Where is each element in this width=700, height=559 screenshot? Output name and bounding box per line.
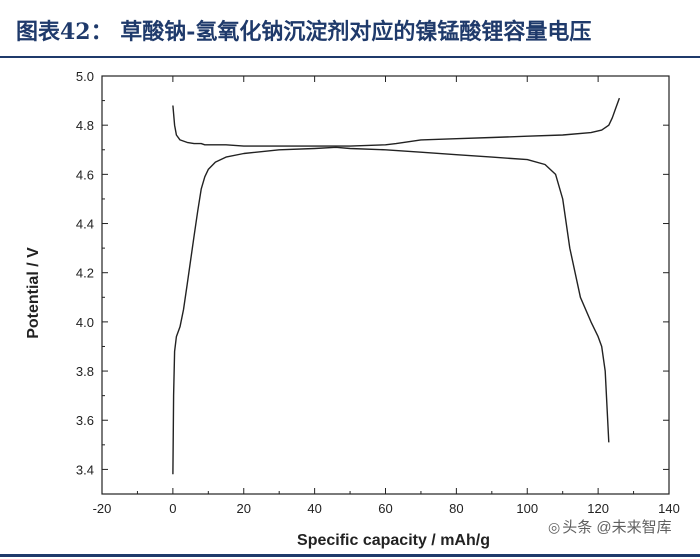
y-tick-label: 4.6: [76, 167, 94, 182]
discharge-curve: [172, 146, 610, 475]
x-tick-label: 140: [658, 501, 680, 516]
figure-title-bar: 图表42： 草酸钠-氢氧化钠沉淀剂对应的镍锰酸锂容量电压: [0, 0, 700, 58]
x-tick-label: 100: [516, 501, 538, 516]
y-tick-label: 3.4: [76, 462, 94, 477]
y-tick-label: 4.8: [76, 118, 94, 133]
watermark-icon: ◎: [548, 519, 561, 535]
y-tick-label: 3.6: [76, 413, 94, 428]
y-tick-label: 4.0: [76, 315, 94, 330]
x-tick-label: 120: [587, 501, 609, 516]
x-tick-label: 40: [307, 501, 321, 516]
y-tick-label: 4.2: [76, 266, 94, 281]
x-tick-label: 60: [378, 501, 392, 516]
y-tick-label: 4.4: [76, 217, 94, 232]
figure-title: 图表42： 草酸钠-氢氧化钠沉淀剂对应的镍锰酸锂容量电压: [16, 19, 592, 45]
bottom-rule: [0, 554, 700, 557]
x-tick-label: 0: [169, 501, 176, 516]
y-axis-label: Potential / V: [25, 247, 42, 339]
capacity-voltage-chart: -20 0 20 40 60 80 100 120 140 3.4 3.6 3.8 4.0 4.2 4.4 4…: [25, 69, 680, 549]
x-tick-label: -20: [93, 501, 112, 516]
y-tick-label: 5.0: [76, 69, 94, 84]
watermark: ◎ 头条 @未来智库: [548, 516, 672, 537]
x-tick-label: 80: [449, 501, 463, 516]
charge-curve: [172, 97, 621, 147]
x-tick-label: 20: [237, 501, 251, 516]
watermark-text: 头条 @未来智库: [562, 519, 672, 536]
x-axis-label: Specific capacity / mAh/g: [297, 532, 490, 549]
y-tick-label: 3.8: [76, 364, 94, 379]
